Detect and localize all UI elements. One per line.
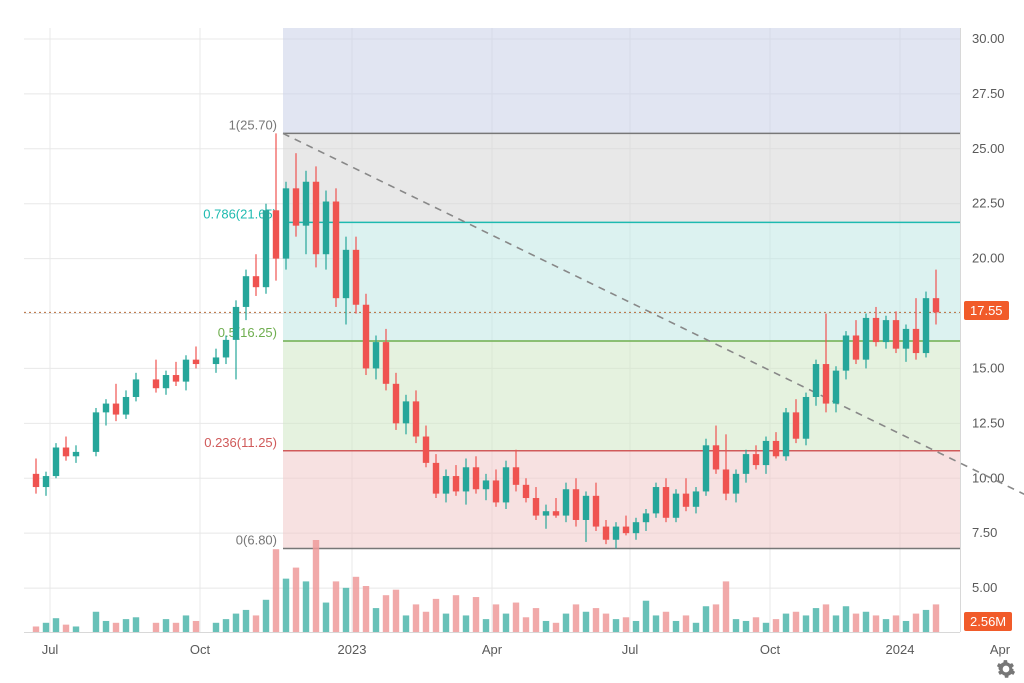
- svg-text:0.236(11.25): 0.236(11.25): [204, 435, 277, 450]
- svg-text:27.50: 27.50: [972, 86, 1005, 101]
- current-price-flag: 17.55: [964, 301, 1009, 320]
- svg-text:Oct: Oct: [190, 642, 211, 657]
- svg-text:12.50: 12.50: [972, 415, 1005, 430]
- svg-text:0.5(16.25): 0.5(16.25): [218, 325, 277, 340]
- svg-text:0(6.80): 0(6.80): [236, 533, 277, 548]
- gear-icon: [996, 659, 1016, 679]
- svg-text:30.00: 30.00: [972, 31, 1005, 46]
- svg-text:22.50: 22.50: [972, 196, 1005, 211]
- current-volume-value: 2.56M: [970, 614, 1006, 629]
- svg-text:2023: 2023: [338, 642, 367, 657]
- svg-text:7.50: 7.50: [972, 525, 997, 540]
- svg-text:Jul: Jul: [42, 642, 59, 657]
- chart-container[interactable]: 5.007.5010.0012.5015.0017.5020.0022.5025…: [0, 0, 1024, 683]
- current-price-value: 17.55: [970, 303, 1003, 318]
- svg-text:Apr: Apr: [482, 642, 503, 657]
- svg-text:Jul: Jul: [622, 642, 639, 657]
- svg-text:Apr: Apr: [990, 642, 1011, 657]
- current-volume-flag: 2.56M: [964, 612, 1012, 631]
- svg-text:20.00: 20.00: [972, 251, 1005, 266]
- svg-text:25.00: 25.00: [972, 141, 1005, 156]
- svg-text:15.00: 15.00: [972, 360, 1005, 375]
- chart-settings-button[interactable]: [996, 659, 1016, 679]
- chart-svg[interactable]: 5.007.5010.0012.5015.0017.5020.0022.5025…: [0, 0, 1024, 683]
- svg-text:Oct: Oct: [760, 642, 781, 657]
- svg-text:1(25.70): 1(25.70): [229, 117, 277, 132]
- svg-text:2024: 2024: [886, 642, 915, 657]
- svg-text:5.00: 5.00: [972, 580, 997, 595]
